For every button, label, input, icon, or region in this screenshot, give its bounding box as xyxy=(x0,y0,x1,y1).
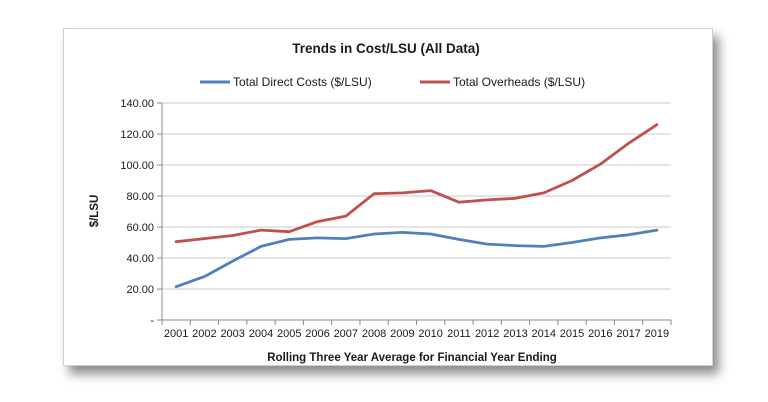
legend-label: Total Overheads ($/LSU) xyxy=(453,75,585,89)
series-line-2 xyxy=(174,123,659,244)
y-tick-label: 40.00 xyxy=(126,253,154,265)
axes xyxy=(161,103,671,321)
chart-frame: Trends in Cost/LSU (All Data) Total Dire… xyxy=(63,28,713,366)
legend: Total Direct Costs ($/LSU) Total Overhead… xyxy=(200,75,585,89)
gridlines xyxy=(162,102,671,290)
series-line-1 xyxy=(174,228,659,289)
y-tick-label: 20.00 xyxy=(126,284,154,296)
chart-title: Trends in Cost/LSU (All Data) xyxy=(292,41,480,56)
y-tick-label: - xyxy=(150,315,154,327)
x-tick-label: 2001 xyxy=(164,328,188,340)
x-tick-label: 2003 xyxy=(220,328,244,340)
y-axis-ticks: - 20.00 40.00 60.00 80.00 100.00 120.00 140.00 xyxy=(120,98,162,327)
y-tick-label: 140.00 xyxy=(120,98,154,110)
series-lines xyxy=(174,123,659,289)
x-tick-label: 2002 xyxy=(192,328,216,340)
y-tick-label: 100.00 xyxy=(120,160,154,172)
legend-label: Total Direct Costs ($/LSU) xyxy=(233,75,372,89)
x-tick-label: 2004 xyxy=(249,328,273,340)
x-tick-label: 2015 xyxy=(560,328,584,340)
x-axis-ticks: 2001 2002 2003 2004 2005 2006 2007 2008 2009 2010… xyxy=(161,320,672,340)
x-tick-label: 2010 xyxy=(418,328,442,340)
x-tick-label: 2013 xyxy=(503,328,527,340)
x-tick-label: 2014 xyxy=(532,328,556,340)
x-tick-label: 2011 xyxy=(447,328,471,340)
y-tick-label: 80.00 xyxy=(126,191,154,203)
x-tick-label: 2012 xyxy=(475,328,499,340)
y-tick-label: 60.00 xyxy=(126,222,154,234)
x-axis-label: Rolling Three Year Average for Financial… xyxy=(267,352,557,364)
x-tick-label: 2016 xyxy=(588,328,612,340)
x-tick-label: 2006 xyxy=(305,328,329,340)
x-tick-label: 2008 xyxy=(362,328,386,340)
line-chart: Trends in Cost/LSU (All Data) Total Dire… xyxy=(89,41,672,364)
x-tick-label: 2007 xyxy=(334,328,358,340)
y-axis-label: $/LSU xyxy=(89,195,101,228)
x-tick-label: 2005 xyxy=(277,328,301,340)
x-tick-label: 2019 xyxy=(645,328,669,340)
y-tick-label: 120.00 xyxy=(120,129,154,141)
x-tick-label: 2009 xyxy=(390,328,414,340)
x-tick-label: 2017 xyxy=(616,328,640,340)
